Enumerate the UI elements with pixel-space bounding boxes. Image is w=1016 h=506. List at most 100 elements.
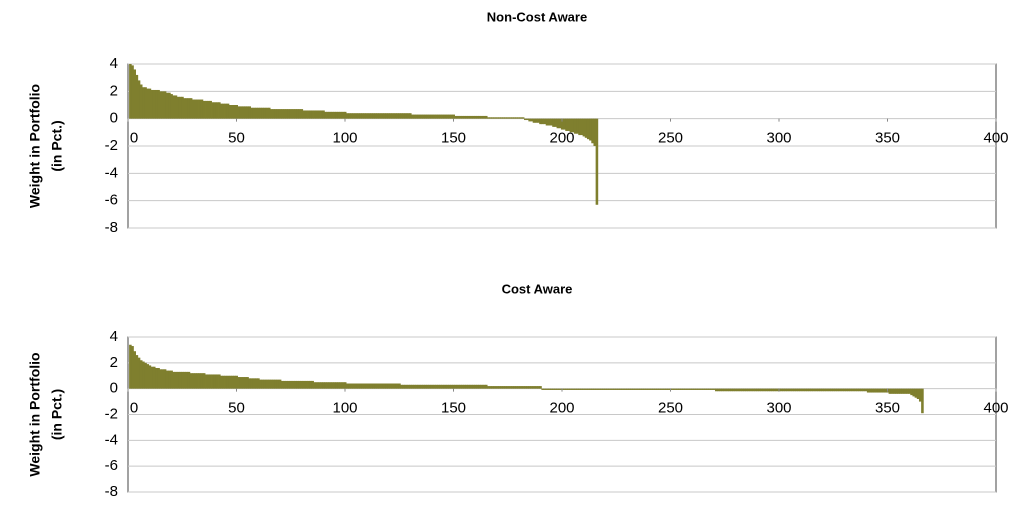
bar: [558, 388, 562, 390]
bar: [860, 388, 863, 392]
bar: [845, 388, 848, 392]
bar: [417, 114, 421, 119]
bar: [654, 388, 657, 390]
x-tick-label: 400: [983, 400, 1008, 417]
bar: [586, 388, 590, 390]
bar: [320, 110, 323, 119]
bar: [263, 107, 267, 119]
bar: [406, 113, 410, 119]
bar: [500, 117, 503, 119]
bar: [593, 118, 597, 146]
bar: [471, 115, 475, 119]
bar: [231, 375, 234, 389]
bar: [892, 388, 896, 394]
bar: [808, 388, 811, 392]
bar: [793, 388, 796, 392]
bar: [517, 117, 521, 119]
bar: [302, 110, 306, 119]
bar: [819, 388, 822, 392]
bar: [908, 388, 911, 394]
bar: [406, 384, 410, 389]
bar: [467, 115, 471, 119]
bar: [257, 107, 260, 119]
bar: [628, 388, 631, 390]
bar: [341, 111, 345, 119]
bar: [604, 388, 607, 390]
y-axis-label: Weight in Portfolio: [27, 352, 43, 476]
y-tick-label: -4: [105, 164, 118, 181]
bar: [415, 384, 419, 389]
bar: [534, 118, 538, 123]
bar: [500, 386, 503, 389]
bar: [350, 383, 353, 389]
bar: [363, 383, 367, 389]
bar: [228, 105, 232, 119]
bar: [341, 382, 345, 389]
bar: [688, 388, 692, 390]
bar: [495, 117, 499, 119]
bar: [283, 380, 286, 389]
bar: [528, 386, 531, 389]
bar: [547, 118, 551, 126]
bar: [419, 114, 423, 119]
bar: [382, 113, 386, 119]
bar: [422, 114, 425, 119]
bar: [471, 384, 475, 389]
bar: [146, 88, 150, 119]
bar: [237, 377, 241, 389]
bar: [649, 388, 653, 390]
y-axis-label: (in Pct.): [49, 120, 65, 171]
bar: [443, 384, 447, 389]
bar: [758, 388, 761, 392]
bar: [239, 377, 243, 389]
bar: [686, 388, 690, 390]
bar: [213, 374, 217, 389]
bar: [129, 64, 132, 119]
bar: [213, 102, 217, 119]
bar: [328, 111, 332, 119]
bar: [215, 102, 219, 119]
bar: [910, 388, 913, 396]
bar: [445, 384, 449, 389]
bar: [639, 388, 642, 390]
bar: [148, 365, 152, 389]
bar: [337, 382, 340, 389]
bar: [391, 113, 395, 119]
bar: [829, 388, 833, 392]
bar: [294, 380, 297, 389]
bar: [632, 388, 636, 390]
bar: [454, 115, 458, 119]
y-tick-label: -8: [105, 483, 118, 500]
bar: [743, 388, 746, 392]
bar: [224, 103, 228, 119]
bar: [754, 388, 757, 392]
bar: [832, 388, 835, 392]
bar: [578, 388, 581, 390]
bar: [728, 388, 731, 392]
bar: [556, 388, 560, 390]
x-tick-label: 300: [766, 130, 791, 147]
bar: [769, 388, 772, 392]
bar: [304, 110, 308, 119]
bar: [252, 107, 256, 119]
bar: [595, 388, 599, 390]
bar: [647, 388, 651, 390]
bar: [497, 117, 501, 119]
bar: [484, 384, 488, 389]
bar: [165, 370, 169, 389]
bar: [235, 105, 238, 119]
bar: [803, 388, 807, 392]
bar: [144, 362, 147, 389]
bar: [422, 384, 425, 389]
bar: [636, 388, 640, 390]
bar: [315, 110, 319, 119]
bar: [183, 98, 186, 119]
bar: [493, 386, 497, 389]
bar: [159, 369, 163, 389]
bar: [385, 383, 388, 389]
bar: [278, 109, 282, 119]
x-tick-label: 0: [130, 130, 138, 147]
bar: [192, 99, 195, 119]
bar: [439, 114, 442, 119]
bar: [602, 388, 605, 390]
